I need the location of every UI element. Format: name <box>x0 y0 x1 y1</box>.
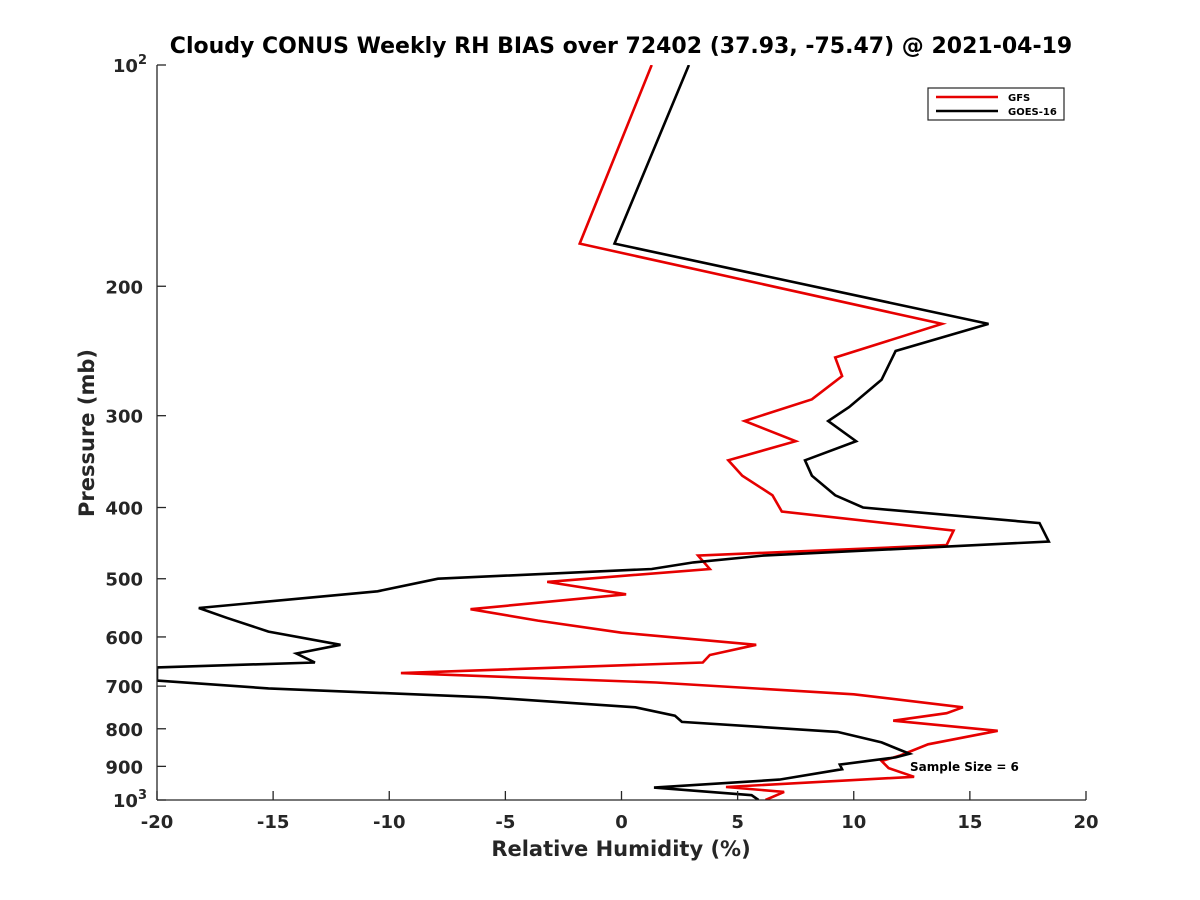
legend-label-goes16: GOES-16 <box>1008 107 1057 118</box>
x-tick-label: -15 <box>257 812 290 833</box>
y-tick-label: 300 <box>105 407 143 428</box>
x-tick-label: 20 <box>1073 812 1098 833</box>
x-tick-label: 15 <box>957 812 982 833</box>
series-line-goes16 <box>157 65 1051 800</box>
y-tick-label: 102 <box>113 53 147 77</box>
y-tick-label: 900 <box>105 757 143 778</box>
x-tick-label: -5 <box>495 812 515 833</box>
x-axis-label: Relative Humidity (%) <box>491 837 750 861</box>
y-tick-label: 200 <box>105 277 143 298</box>
y-axis-ticks: 102 200 300 400 500 600 700 800 900 103 <box>105 53 166 812</box>
y-axis-label: Pressure (mb) <box>75 349 99 517</box>
x-tick-label: 10 <box>841 812 866 833</box>
y-tick-label: 103 <box>113 788 147 812</box>
y-tick-label: 500 <box>105 570 143 591</box>
series-lines <box>157 65 1051 800</box>
legend-box <box>927 87 1065 121</box>
series-line-gfs <box>400 65 998 800</box>
sample-size-annotation: Sample Size = 6 <box>910 760 1019 774</box>
x-tick-label: -20 <box>141 812 174 833</box>
x-axis-ticks: -20 -15 -10 -5 0 5 10 15 20 <box>141 791 1099 833</box>
x-tick-label: -10 <box>373 812 406 833</box>
y-tick-label: 600 <box>105 628 143 649</box>
chart-title: Cloudy CONUS Weekly RH BIAS over 72402 (… <box>170 34 1072 59</box>
legend-label-gfs: GFS <box>1008 93 1030 104</box>
x-tick-label: 0 <box>615 812 628 833</box>
legend: GFS GOES-16 <box>927 87 1065 121</box>
y-tick-label: 400 <box>105 499 143 520</box>
plot-area <box>156 65 1086 801</box>
y-tick-label: 700 <box>105 677 143 698</box>
x-tick-label: 5 <box>731 812 744 833</box>
y-tick-label: 800 <box>105 720 143 741</box>
